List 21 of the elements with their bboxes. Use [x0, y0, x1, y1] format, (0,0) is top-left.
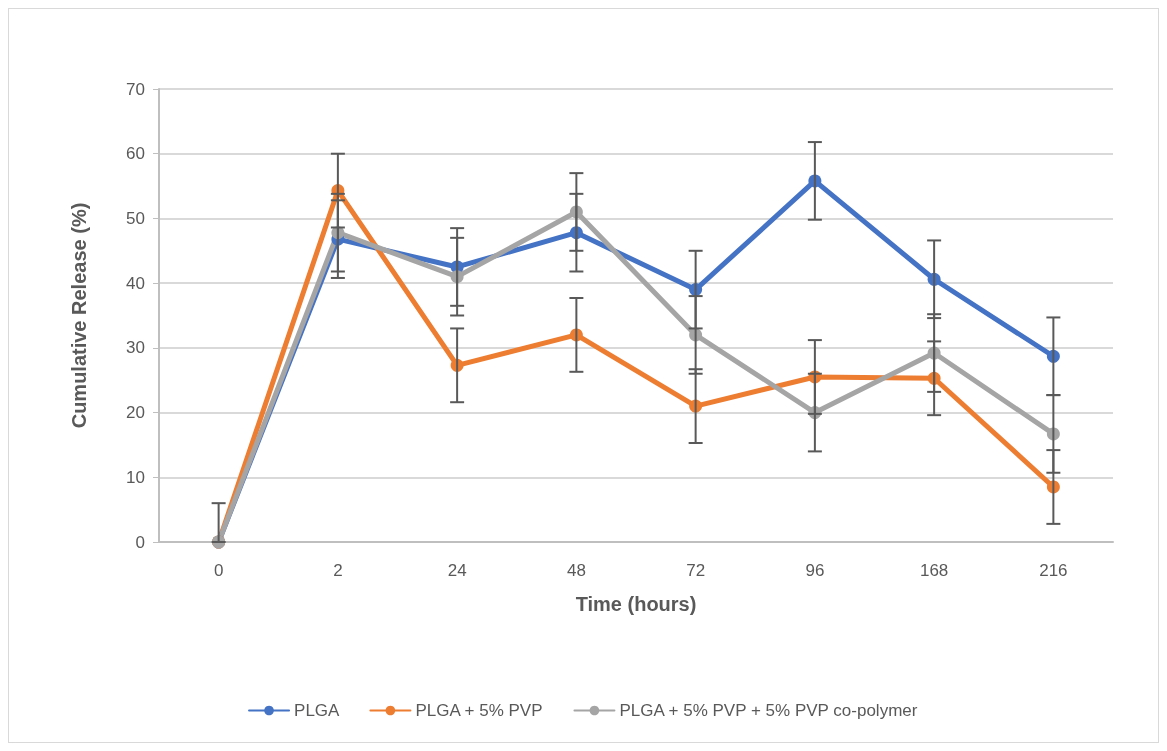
y-tick-label: 70	[126, 79, 145, 99]
x-axis-title: Time (hours)	[575, 593, 697, 615]
x-tick-label: 0	[213, 561, 224, 580]
x-tick-label: 72	[686, 561, 706, 580]
legend-label: PLGA + 5% PVP	[415, 701, 543, 720]
x-tick-label: 48	[566, 561, 586, 580]
x-tick-label: 168	[919, 561, 949, 580]
x-tick-label: 24	[447, 561, 467, 580]
y-tick-label: 20	[126, 403, 145, 423]
legend-label: PLGA	[294, 701, 341, 720]
x-tick-label: 2	[333, 561, 343, 580]
y-tick-label: 0	[135, 532, 145, 552]
y-tick-label: 40	[126, 273, 145, 293]
y-tick-label: 30	[126, 338, 145, 358]
y-tick-label: 50	[126, 208, 145, 228]
y-axis-title: Cumulative Release (%)	[68, 202, 90, 429]
x-tick-label: 96	[805, 561, 825, 580]
y-tick-label: 10	[126, 467, 145, 487]
y-tick-label: 60	[126, 144, 145, 164]
legend-label: PLGA + 5% PVP + 5% PVP co-polymer	[619, 701, 918, 720]
x-tick-label: 216	[1039, 561, 1068, 580]
